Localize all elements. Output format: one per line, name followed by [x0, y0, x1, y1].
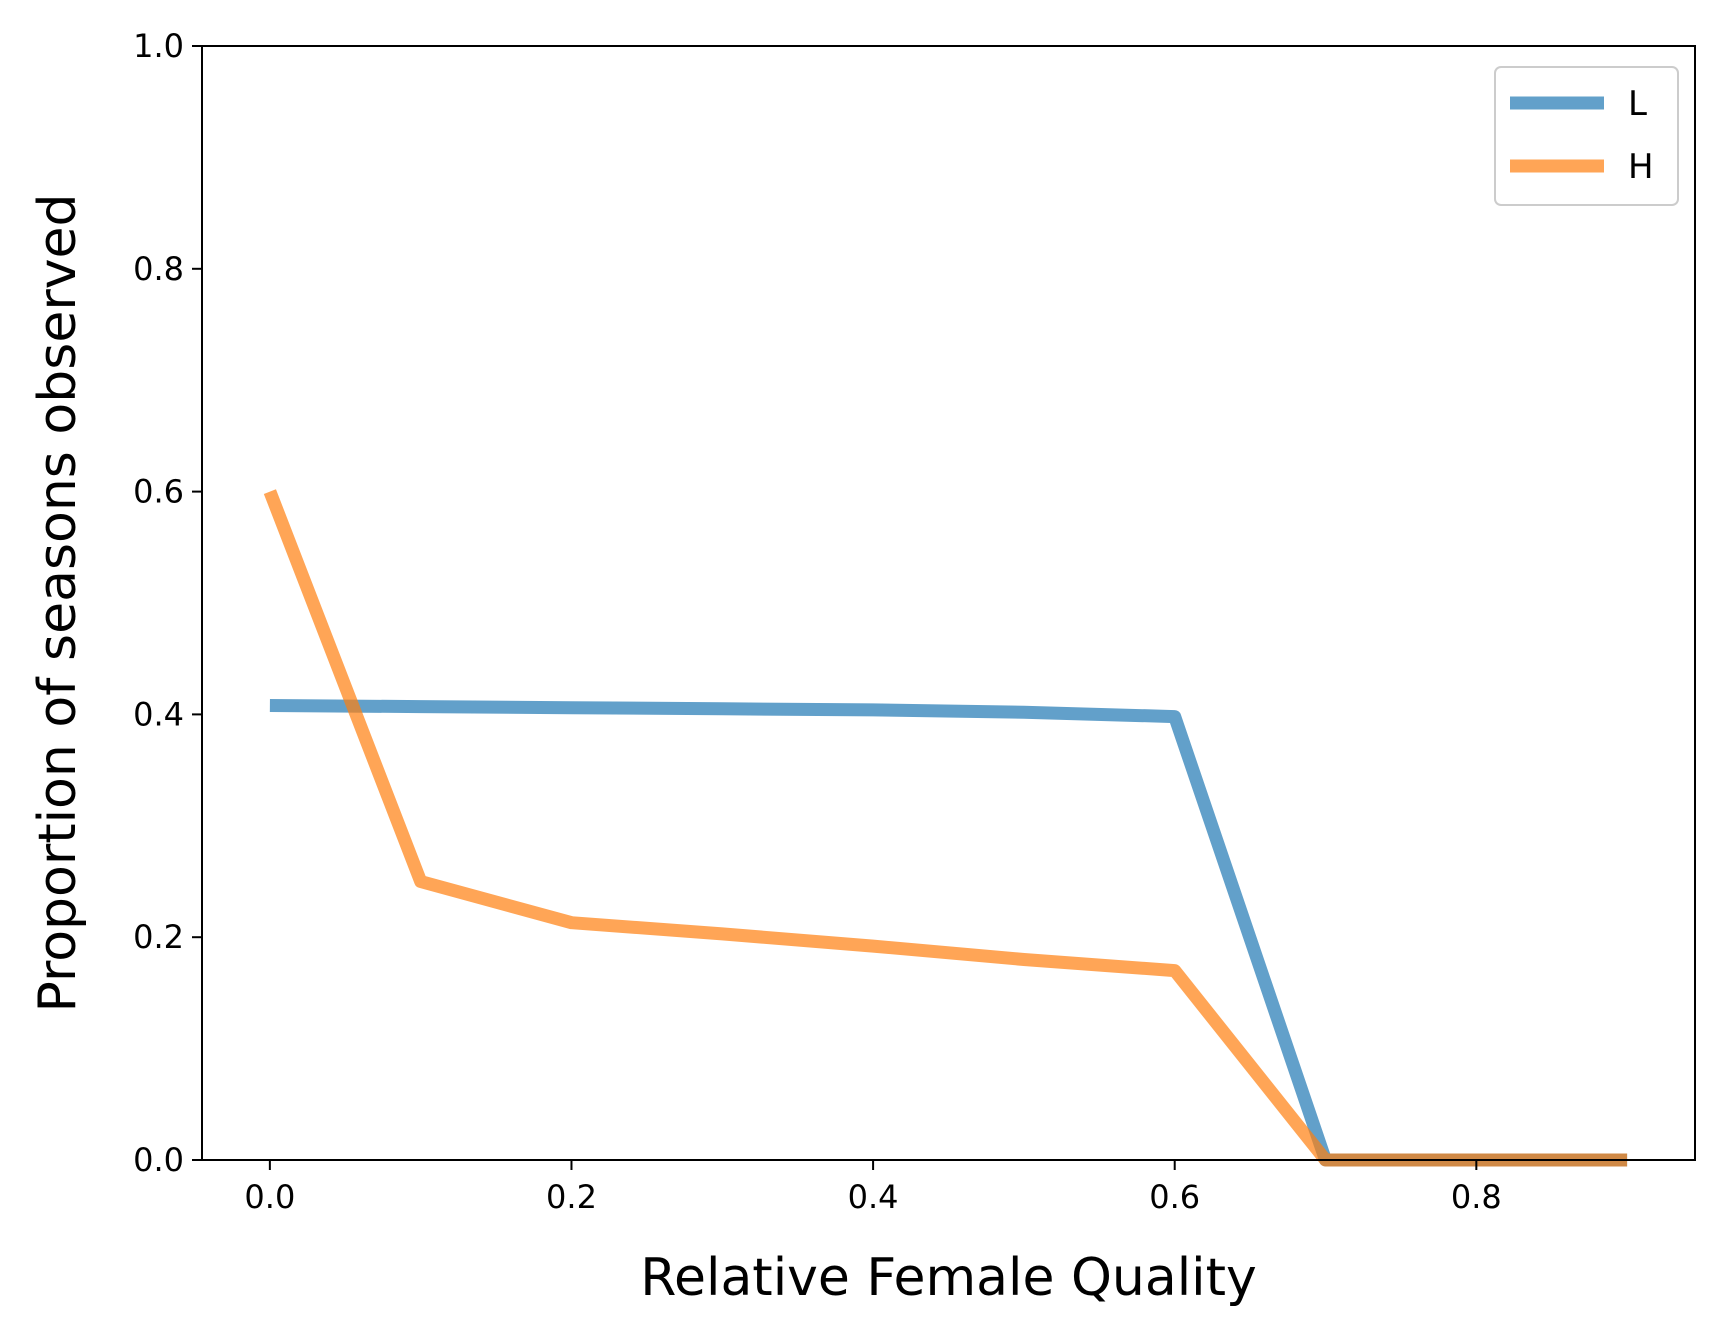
y-tick-label: 0.6	[133, 473, 184, 511]
x-axis-label: Relative Female Quality	[640, 1248, 1257, 1308]
x-tick-label: 0.6	[1149, 1178, 1200, 1216]
legend: L H	[1494, 66, 1679, 206]
y-tick-label: 0.0	[133, 1141, 184, 1179]
x-tick-label: 0.0	[244, 1178, 295, 1216]
ticks-layer: 0.0 0.2 0.4 0.6 0.8 0.0 0.2 0.4 0.6 0.8 1.0	[133, 27, 1502, 1216]
x-tick-label: 0.8	[1451, 1178, 1502, 1216]
y-axis-label: Proportion of seasons observed	[28, 194, 88, 1013]
x-tick-label: 0.4	[848, 1178, 899, 1216]
x-tick-label: 0.2	[546, 1178, 597, 1216]
y-tick-label: 0.2	[133, 918, 184, 956]
y-tick-label: 0.4	[133, 695, 184, 733]
plot-frame	[201, 45, 1696, 1161]
legend-label-h: H	[1628, 147, 1654, 187]
plot-area	[202, 46, 1695, 1160]
y-tick-label: 1.0	[133, 27, 184, 65]
legend-label-l: L	[1628, 84, 1647, 124]
y-tick-label: 0.8	[133, 250, 184, 288]
